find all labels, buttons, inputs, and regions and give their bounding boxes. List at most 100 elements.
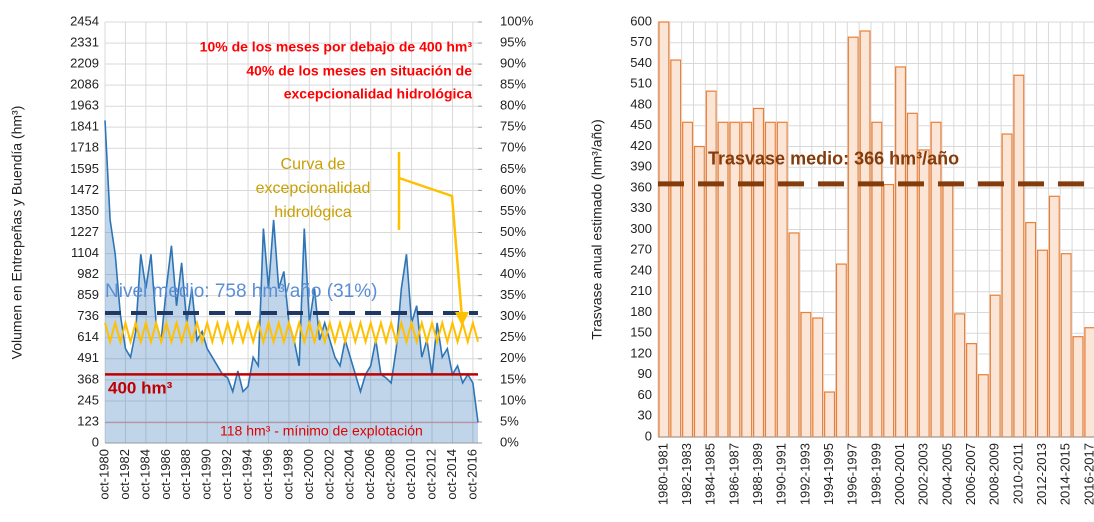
arrow-head <box>455 312 469 326</box>
x-tick-label: oct-2016 <box>464 449 479 500</box>
annotation: Curva de <box>281 156 346 173</box>
y-tick-label: 1104 <box>71 245 99 260</box>
threshold-curve <box>104 319 479 346</box>
y-tick-label: 2331 <box>70 35 99 50</box>
bar <box>895 66 907 438</box>
bar <box>764 121 776 438</box>
y-tick-label: 1841 <box>70 119 99 134</box>
y2-tick-label: 60% <box>500 182 526 197</box>
reference-label: Nivel medio: 758 hm³/año (31%) <box>105 281 377 302</box>
bar <box>800 311 812 438</box>
x-tick-label: 1996-1997 <box>845 443 860 505</box>
y-tick-label: 60 <box>638 387 652 402</box>
y-tick-label: 30 <box>638 408 652 423</box>
y-tick-label: 1718 <box>70 140 99 155</box>
x-tick-label: 2002-2003 <box>916 443 931 505</box>
x-tick-label: 2010-2011 <box>1010 443 1025 504</box>
y-tick-label: 736 <box>77 308 99 323</box>
bar <box>1001 133 1013 438</box>
x-tick-label: oct-2008 <box>383 449 398 500</box>
y2-tick-label: 70% <box>500 140 526 155</box>
y2-tick-label: 5% <box>500 413 519 428</box>
bar <box>954 313 966 438</box>
bar <box>847 36 859 438</box>
x-tick-label: oct-1988 <box>178 449 193 500</box>
x-tick-label: 1998-1999 <box>868 443 883 505</box>
x-tick-label: 1990-1991 <box>774 443 789 505</box>
y-tick-label: 614 <box>77 329 99 344</box>
y2-tick-label: 100% <box>500 13 534 28</box>
bar <box>1060 253 1072 438</box>
bar <box>966 343 978 438</box>
y-tick-label: 360 <box>630 179 652 194</box>
x-tick-label: 1984-1985 <box>703 443 718 505</box>
x-tick-label: oct-2002 <box>321 449 336 500</box>
annotation: 10% de los meses por debajo de 400 hm³ <box>200 39 473 55</box>
y-tick-label: 570 <box>630 34 652 49</box>
x-tick-label: oct-1990 <box>199 449 214 500</box>
y2-tick-label: 15% <box>500 371 526 386</box>
bar <box>859 30 871 438</box>
bar <box>1048 195 1060 438</box>
y-tick-label: 368 <box>77 371 99 386</box>
y-tick-label: 491 <box>77 350 99 365</box>
y-tick-label: 210 <box>630 283 652 298</box>
bar <box>824 391 836 438</box>
y2-tick-label: 35% <box>500 287 526 302</box>
x-tick-label: 2008-2009 <box>987 443 1002 505</box>
y-tick-label: 1472 <box>70 182 99 197</box>
x-tick-label: 2006-2007 <box>963 443 978 505</box>
y-tick-label: 2086 <box>70 77 99 92</box>
bar <box>1037 249 1049 438</box>
y-tick-label: 2209 <box>70 55 99 70</box>
x-tick-label: 2014-2015 <box>1058 443 1073 505</box>
x-tick-label: 1992-1993 <box>797 443 812 505</box>
y2-tick-label: 25% <box>500 329 526 344</box>
bar <box>776 121 788 438</box>
bar <box>1072 336 1084 438</box>
y2-tick-label: 95% <box>500 34 526 49</box>
y-tick-label: 0 <box>645 428 652 443</box>
x-tick-label: oct-2014 <box>444 449 459 500</box>
bar <box>1084 327 1094 438</box>
bar <box>1025 221 1037 438</box>
y2-tick-label: 85% <box>500 77 526 92</box>
bar <box>729 121 741 438</box>
bar <box>989 294 1001 438</box>
x-tick-label: 1982-1983 <box>679 443 694 505</box>
y-tick-label: 150 <box>630 325 652 340</box>
bar <box>705 90 717 438</box>
bar <box>788 232 800 438</box>
y-tick-label: 1227 <box>70 224 99 239</box>
x-tick-label: oct-2012 <box>423 449 438 500</box>
y-tick-label: 2454 <box>70 13 99 28</box>
bar <box>670 59 682 438</box>
bar <box>871 121 883 438</box>
y-tick-label: 450 <box>630 117 652 132</box>
annotation: excepcionalidad hidrológica <box>284 86 472 102</box>
x-tick-label: 2012-2013 <box>1034 443 1049 505</box>
y-tick-label: 300 <box>630 221 652 236</box>
y-tick-label: 90 <box>638 366 652 381</box>
bar <box>942 181 954 438</box>
bar <box>1013 74 1025 438</box>
x-tick-label: oct-1986 <box>158 449 173 500</box>
y2-tick-label: 40% <box>500 266 526 281</box>
x-tick-label: oct-2000 <box>301 449 316 500</box>
x-tick-label: oct-2006 <box>362 449 377 500</box>
x-tick-label: oct-1998 <box>280 449 295 500</box>
reference-label: 400 hm³ <box>108 378 173 397</box>
y-tick-label: 270 <box>630 242 652 257</box>
x-tick-label: oct-1994 <box>240 449 255 500</box>
y2-tick-label: 45% <box>500 245 526 260</box>
annotation: hidrológica <box>274 204 351 221</box>
y-tick-label: 1963 <box>70 98 99 113</box>
x-tick-label: 1988-1989 <box>750 443 765 505</box>
y-axis-title: Volumen en Entrepeñas y Buendía (hm³) <box>9 106 25 360</box>
y-tick-label: 180 <box>630 304 652 319</box>
bar <box>812 317 824 438</box>
y2-tick-label: 10% <box>500 392 526 407</box>
annotation: 40% de los meses en situación de <box>246 63 472 79</box>
x-tick-label: oct-1982 <box>117 449 132 500</box>
